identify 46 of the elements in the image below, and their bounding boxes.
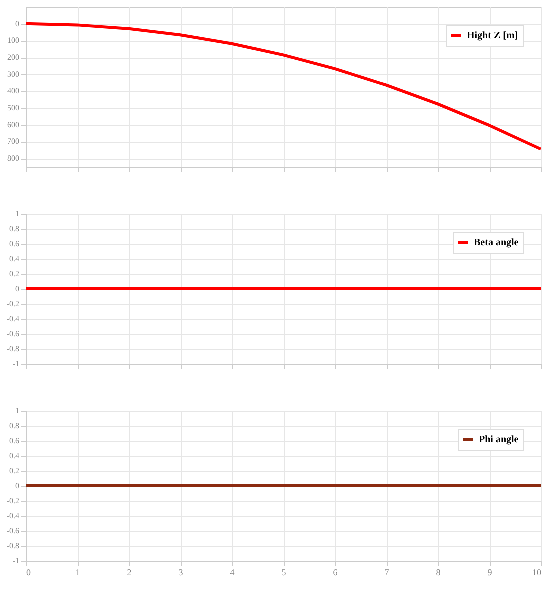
y-tick-label: -0.4 [6, 512, 20, 520]
x-tick-label: 10 [532, 568, 542, 578]
y-tick-label: 1 [16, 210, 20, 218]
y-tick-label: 300 [8, 70, 20, 79]
y-tick-label: 0.8 [10, 422, 20, 430]
y-tick-label: 400 [8, 86, 20, 96]
y-tick-label: -0.4 [6, 314, 20, 324]
x-tick-label: 8 [436, 568, 442, 578]
y-tick-label: -0.2 [6, 496, 20, 506]
y-tick-label: 800 [8, 154, 20, 164]
y-tick-label: 0.2 [10, 270, 20, 278]
x-tick-label: 2 [127, 568, 132, 578]
y-tick-label: 100 [8, 36, 20, 46]
y-tick-label: -1 [12, 360, 20, 368]
y-tick-label: 0.4 [10, 452, 20, 460]
y-tick-label: 600 [8, 120, 20, 130]
y-tick-label: -0.2 [6, 300, 20, 308]
line-series [24, 22, 542, 151]
y-tick-label: 0.6 [10, 436, 20, 446]
y-tick-label: 0.2 [10, 466, 20, 476]
legend-label: Phi angle [479, 434, 520, 446]
x-tick-label: 9 [488, 568, 493, 578]
legend-label: Beta angle [474, 238, 520, 248]
x-tick-label: 4 [230, 568, 236, 578]
y-tick-label: -0.8 [6, 542, 20, 550]
y-tick-label: 0 [16, 284, 20, 294]
y-tick-label: 0.4 [10, 254, 20, 264]
legend-label: Hight Z [m] [467, 30, 518, 42]
y-tick-label: 0.6 [10, 240, 20, 248]
y-tick-label: 200 [8, 53, 20, 62]
y-tick-label: 0 [16, 19, 20, 28]
y-tick-label: -1 [12, 556, 20, 566]
y-tick-label: 1 [16, 406, 20, 416]
x-tick-label: 6 [333, 568, 338, 578]
x-tick-label: 1 [76, 568, 80, 578]
y-tick-label: 0.8 [10, 224, 20, 234]
y-tick-label: -0.8 [6, 344, 20, 354]
y-tick-label: -0.6 [6, 526, 20, 536]
y-tick-label: 500 [8, 104, 20, 113]
y-tick-label: -0.6 [6, 330, 20, 338]
y-tick-label: 0 [16, 482, 20, 490]
x-tick-label: 5 [282, 568, 287, 578]
y-tick-label: 700 [8, 137, 20, 146]
x-tick-label: 7 [384, 568, 390, 578]
x-tick-label: 0 [26, 568, 32, 578]
x-tick-label: 3 [178, 568, 184, 578]
